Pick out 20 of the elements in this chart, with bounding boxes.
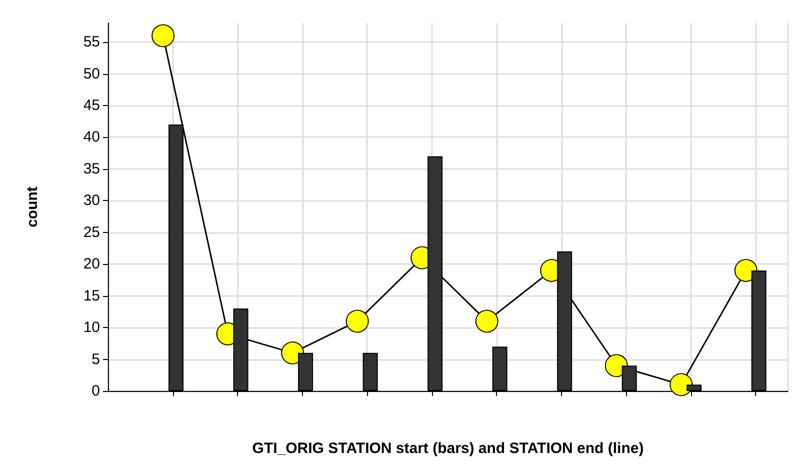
y-tick-label: 50	[83, 65, 100, 82]
point	[475, 310, 498, 333]
point	[734, 258, 758, 282]
point	[604, 354, 628, 378]
point	[346, 310, 369, 333]
y-tick-label: 30	[83, 192, 100, 210]
y-tick-label: 10	[83, 319, 100, 336]
point	[670, 373, 693, 396]
y-axis-title: count	[24, 186, 41, 228]
point	[152, 24, 175, 48]
y-tick-label: 0	[92, 382, 100, 400]
y-tick-label: 25	[83, 224, 100, 241]
x-axis-title: GTI_ORIG STATION start (bars) and STATION end (line)	[252, 440, 644, 457]
y-tick-label: 5	[92, 350, 100, 368]
y-tick-label: 35	[83, 160, 100, 178]
y-tick-label: 45	[83, 96, 100, 114]
y-tick-label: 20	[83, 256, 100, 273]
y-tick-label: 40	[83, 128, 100, 146]
y-tick-label: 15	[83, 287, 100, 304]
y-tick-label: 55	[83, 34, 100, 51]
